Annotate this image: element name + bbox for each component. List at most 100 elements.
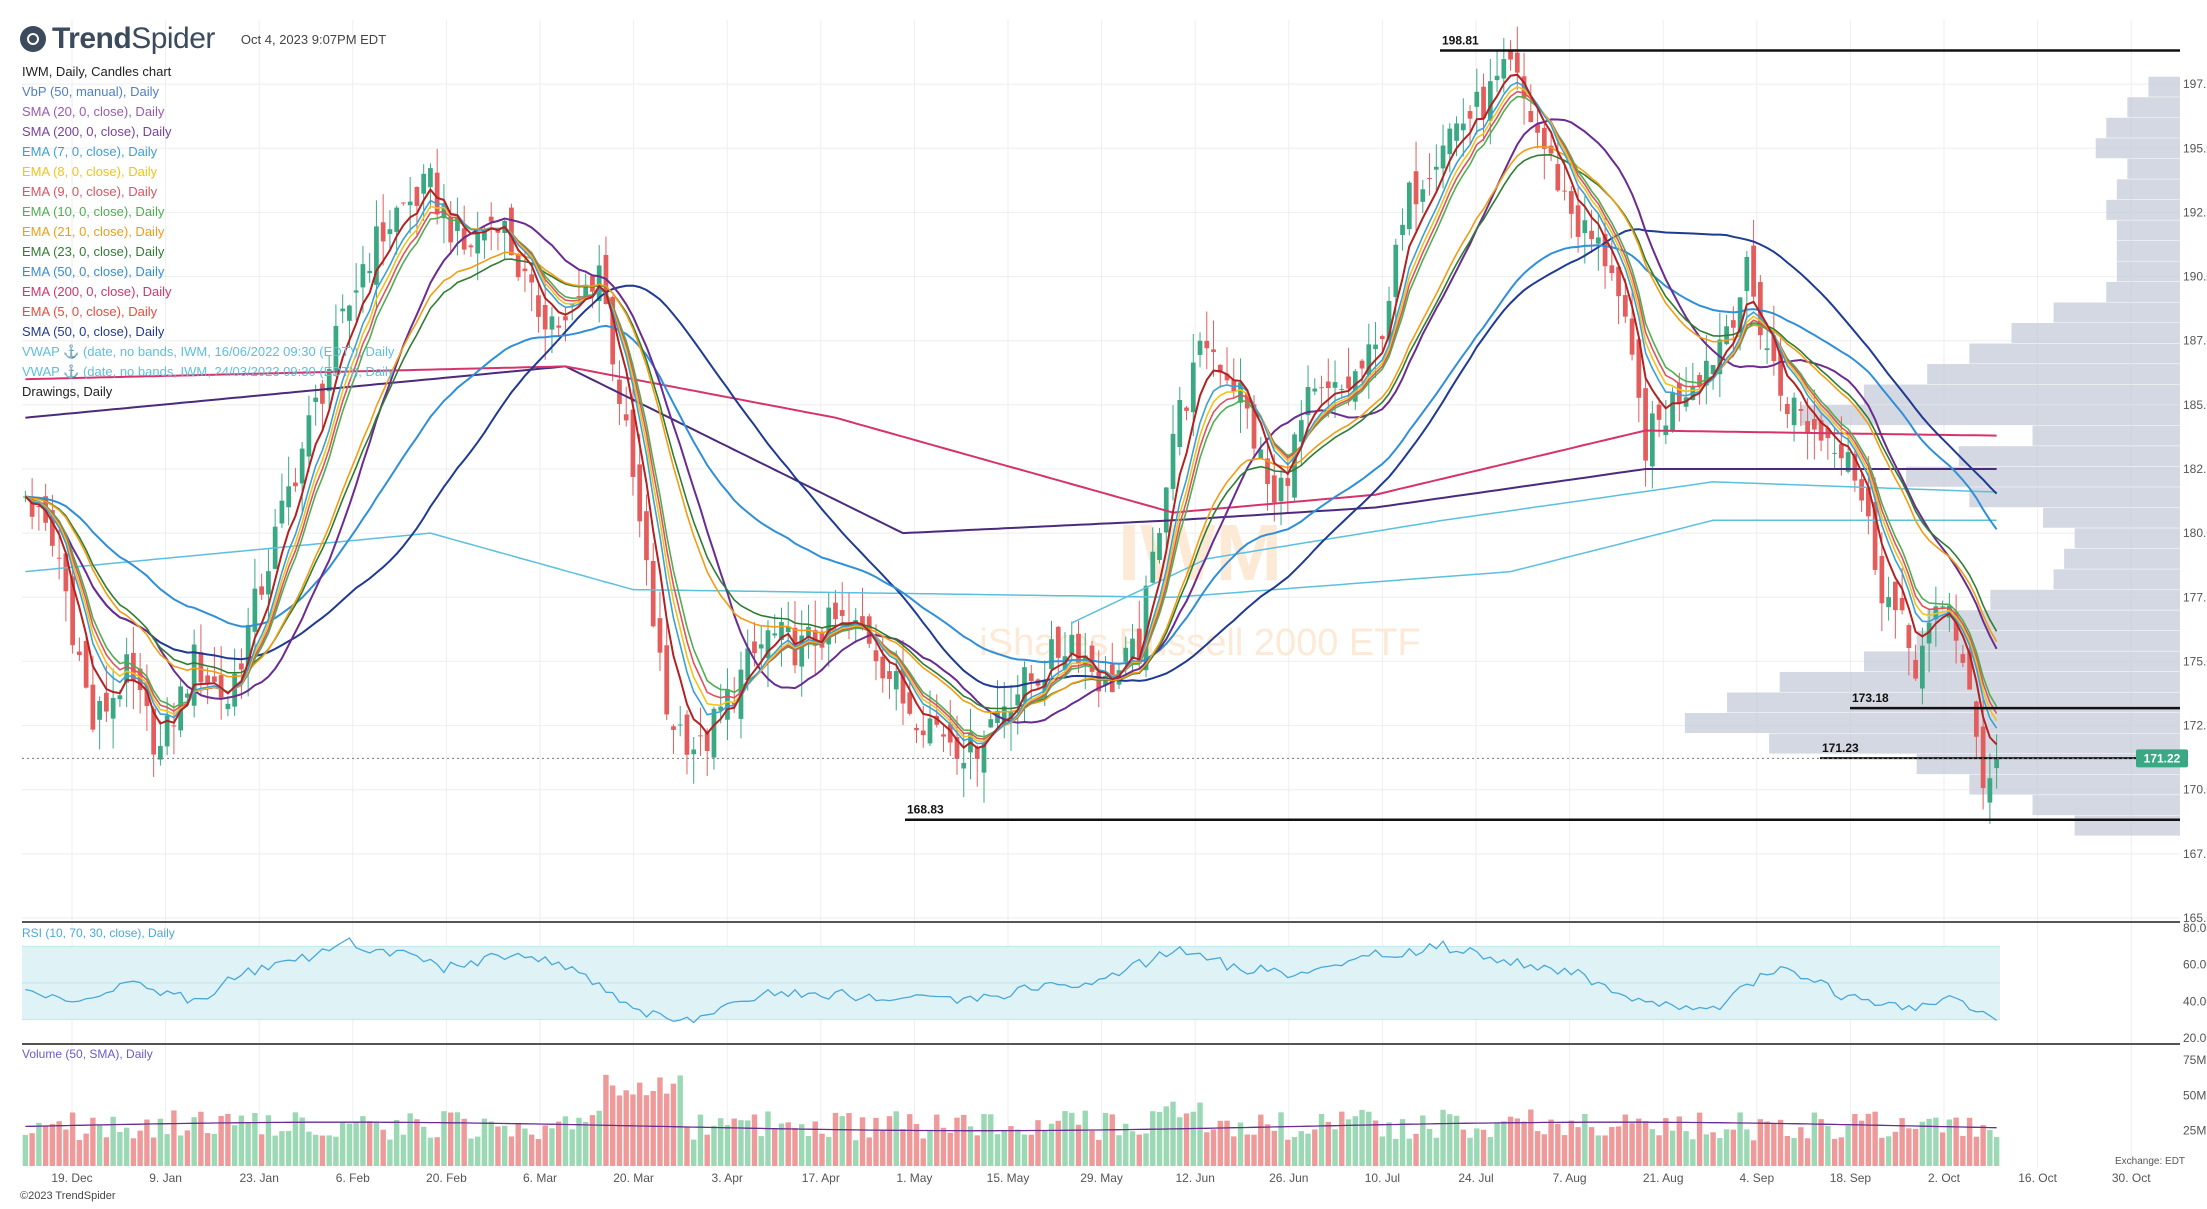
candle bbox=[954, 737, 960, 759]
candle bbox=[1541, 127, 1547, 149]
volume-bar bbox=[1879, 1137, 1885, 1166]
candle bbox=[650, 560, 656, 627]
legend-item[interactable]: EMA (10, 0, close), Daily bbox=[22, 204, 165, 219]
vbp-bar bbox=[2116, 240, 2180, 261]
volume-bar bbox=[1460, 1129, 1467, 1166]
candle bbox=[806, 626, 811, 639]
legend-item[interactable]: EMA (200, 0, close), Daily bbox=[22, 284, 172, 299]
candle bbox=[691, 749, 697, 755]
candle bbox=[1292, 434, 1297, 498]
candle bbox=[934, 715, 940, 725]
candle bbox=[1130, 638, 1135, 659]
candle bbox=[1224, 373, 1230, 381]
legend-item[interactable]: EMA (8, 0, close), Daily bbox=[22, 164, 158, 179]
candle bbox=[583, 284, 589, 298]
legend-item[interactable]: VbP (50, manual), Daily bbox=[22, 84, 160, 99]
legend-item[interactable]: SMA (200, 0, close), Daily bbox=[22, 124, 172, 139]
candle bbox=[1872, 502, 1878, 570]
x-tick-label: 24. Jul bbox=[1458, 1171, 1493, 1185]
candle bbox=[1697, 374, 1702, 387]
volume-bar bbox=[36, 1122, 42, 1166]
legend-item[interactable]: EMA (50, 0, close), Daily bbox=[22, 264, 165, 279]
volume-bar bbox=[1636, 1118, 1642, 1166]
candle bbox=[1177, 399, 1183, 448]
candle bbox=[279, 500, 285, 524]
legend-item[interactable]: SMA (20, 0, close), Daily bbox=[22, 104, 165, 119]
candle bbox=[1744, 256, 1750, 292]
candle bbox=[1832, 452, 1837, 454]
volume-bar bbox=[1102, 1113, 1109, 1166]
volume-bar bbox=[1865, 1113, 1872, 1166]
volume-bar bbox=[1696, 1112, 1703, 1166]
volume-bar bbox=[1642, 1121, 1649, 1166]
volume-bar bbox=[1960, 1135, 1966, 1166]
legend-item[interactable]: EMA (9, 0, close), Daily bbox=[22, 184, 158, 199]
legend-item[interactable]: EMA (7, 0, close), Daily bbox=[22, 144, 158, 159]
candle bbox=[1974, 701, 1979, 737]
legend-item[interactable]: EMA (5, 0, close), Daily bbox=[22, 304, 158, 319]
candle bbox=[1643, 388, 1648, 461]
candle bbox=[1359, 360, 1365, 369]
candle bbox=[1244, 392, 1250, 409]
legend-item[interactable]: EMA (21, 0, close), Daily bbox=[22, 224, 165, 239]
candle bbox=[158, 745, 163, 760]
volume-bar bbox=[1507, 1116, 1514, 1166]
volume-bar bbox=[198, 1111, 204, 1166]
volume-bar bbox=[434, 1137, 440, 1166]
candle bbox=[259, 586, 265, 595]
legend-item[interactable]: VWAP ⚓ (date, no bands, IWM, 24/03/2023 … bbox=[22, 364, 395, 379]
volume-bar bbox=[670, 1083, 677, 1166]
legend-item[interactable]: IWM, Daily, Candles chart bbox=[22, 64, 172, 79]
volume-bar bbox=[1109, 1114, 1115, 1166]
timestamp: Oct 4, 2023 9:07PM EDT bbox=[240, 31, 387, 47]
volume-bar bbox=[441, 1111, 447, 1166]
vbp-bar bbox=[2032, 425, 2180, 446]
y-tick-label: 192.50 bbox=[2183, 205, 2207, 219]
candle bbox=[772, 633, 778, 636]
volume-bar bbox=[218, 1115, 224, 1166]
legend-item[interactable]: VWAP ⚓ (date, no bands, IWM, 16/06/2022 … bbox=[22, 344, 395, 359]
candle bbox=[1730, 320, 1736, 328]
volume-bar bbox=[1946, 1119, 1953, 1166]
candle bbox=[556, 325, 562, 328]
volume-bar bbox=[29, 1133, 35, 1166]
volume-bar bbox=[1609, 1127, 1615, 1166]
candle bbox=[414, 187, 420, 206]
volume-bar bbox=[137, 1130, 143, 1166]
candle bbox=[947, 724, 953, 743]
volume-bar bbox=[1919, 1121, 1926, 1166]
volume-bar bbox=[846, 1113, 852, 1166]
volume-bar bbox=[994, 1134, 1001, 1166]
legend-item[interactable]: EMA (23, 0, close), Daily bbox=[22, 244, 165, 259]
legend-item[interactable]: Drawings, Daily bbox=[22, 384, 113, 399]
volume-bar bbox=[1433, 1137, 1440, 1166]
candle bbox=[1771, 335, 1777, 362]
vbp-bar bbox=[1958, 446, 2180, 467]
candle bbox=[1413, 171, 1419, 205]
volume-bar bbox=[1541, 1134, 1548, 1166]
candle bbox=[1157, 533, 1162, 560]
candle bbox=[70, 576, 75, 646]
candle bbox=[407, 201, 413, 206]
volume-bar bbox=[1143, 1133, 1149, 1166]
volume-bar bbox=[1089, 1130, 1095, 1166]
volume-bar bbox=[1156, 1111, 1163, 1166]
volume-bar bbox=[1217, 1120, 1223, 1166]
candle bbox=[1514, 52, 1520, 73]
legend-item[interactable]: SMA (50, 0, close), Daily bbox=[22, 324, 165, 339]
volume-bar bbox=[252, 1113, 258, 1166]
candle bbox=[434, 172, 440, 215]
candle bbox=[353, 290, 359, 293]
candle bbox=[1427, 178, 1432, 180]
x-tick-label: 19. Dec bbox=[51, 1171, 92, 1185]
candle bbox=[1204, 340, 1210, 349]
volume-bar bbox=[1325, 1121, 1331, 1166]
candle bbox=[56, 557, 62, 559]
volume-bar bbox=[1939, 1132, 1946, 1166]
volume-bar bbox=[1480, 1129, 1487, 1166]
volume-bar bbox=[1663, 1118, 1669, 1166]
volume-bar bbox=[1892, 1131, 1899, 1166]
volume-bar bbox=[981, 1114, 987, 1166]
volume-bar bbox=[913, 1124, 920, 1166]
